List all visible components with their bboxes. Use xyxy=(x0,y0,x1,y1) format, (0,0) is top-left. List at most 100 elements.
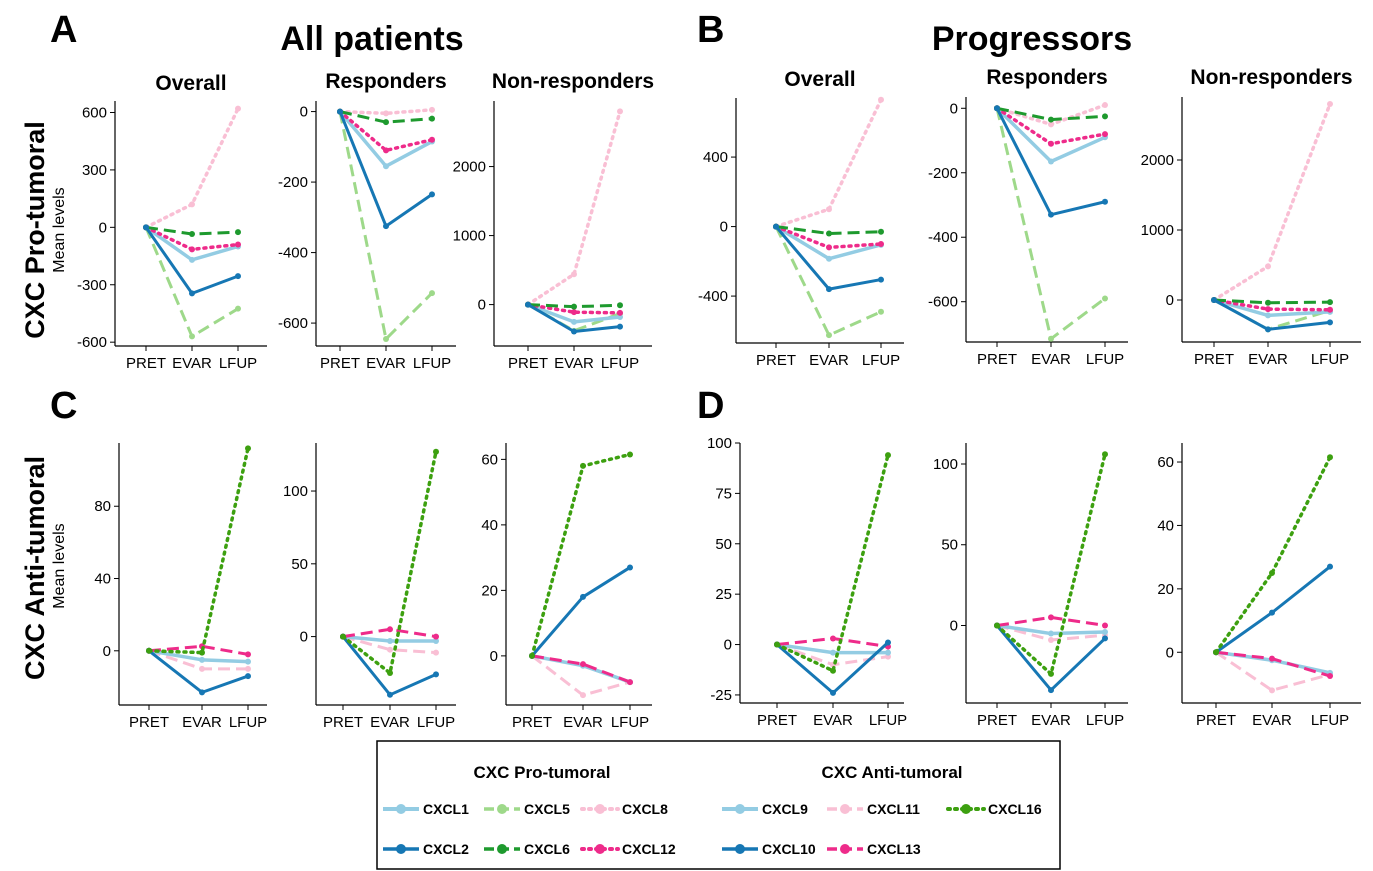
chart-panel-A-responders: Responders -600 -400 -200 0 PRET EVAR LFUP xyxy=(278,70,456,372)
data-point-cxcl2-lfup xyxy=(878,276,884,283)
data-point-cxcl12-lfup xyxy=(617,309,623,316)
data-point-cxcl1-evar xyxy=(826,255,832,262)
y-tick-label: 0 xyxy=(300,104,308,121)
data-point-cxcl2-lfup xyxy=(1327,319,1333,326)
series-line-cxcl16 xyxy=(147,446,250,655)
y-tick-label: 0 xyxy=(490,648,498,665)
data-point-cxcl12-lfup xyxy=(878,240,884,247)
data-point-cxcl13-evar xyxy=(580,661,586,668)
data-point-cxcl5-lfup xyxy=(429,290,435,297)
row-label-anti-tumoral: CXC Anti-tumoral xyxy=(20,456,50,680)
data-point-cxcl2-evar xyxy=(383,223,389,230)
series-line-cxcl16 xyxy=(1214,455,1332,655)
x-tick-label: PRET xyxy=(977,712,1017,729)
data-point-cxcl2-pret xyxy=(525,301,531,308)
legend-item-cxcl1: CXCL1 xyxy=(383,801,469,817)
x-tick-label: EVAR xyxy=(182,714,222,731)
y-tick-label: 20 xyxy=(1157,581,1174,598)
data-point-cxcl11-lfup xyxy=(245,665,251,672)
data-point-cxcl12-evar xyxy=(1265,306,1271,313)
data-point-cxcl1-evar xyxy=(1048,158,1054,165)
legend-item-cxcl6: CXCL6 xyxy=(484,841,570,857)
data-point-cxcl8-lfup xyxy=(1327,101,1333,107)
data-point-cxcl9-lfup xyxy=(245,658,251,665)
row-label-pro-tumoral: CXC Pro-tumoral xyxy=(20,121,50,339)
data-point-cxcl8-lfup xyxy=(1102,102,1108,109)
series-line-cxcl10 xyxy=(148,649,249,694)
x-tick-label: PRET xyxy=(129,714,169,731)
data-point-cxcl6-evar xyxy=(383,119,389,126)
legend-swatch-marker xyxy=(840,844,850,854)
group-title-progressors: Progressors xyxy=(932,20,1132,58)
x-tick-label: LFUP xyxy=(1311,351,1349,368)
data-point-cxcl2-evar xyxy=(1265,326,1271,333)
data-point-cxcl9-evar xyxy=(1048,630,1054,637)
legend-item-cxcl11: CXCL11 xyxy=(827,801,920,817)
data-point-cxcl16-lfup xyxy=(1102,451,1108,458)
legend-swatch-marker xyxy=(396,804,406,814)
y-tick-label: 100 xyxy=(707,435,732,452)
x-tick-label: LFUP xyxy=(229,714,267,731)
y-tick-label: -25 xyxy=(710,687,732,704)
data-point-cxcl13-evar xyxy=(1269,655,1275,662)
data-point-cxcl6-evar xyxy=(826,230,832,237)
y-tick-label: 0 xyxy=(724,637,732,654)
data-point-cxcl11-evar xyxy=(199,665,205,672)
data-point-cxcl5-lfup xyxy=(235,305,241,312)
data-point-cxcl12-lfup xyxy=(429,136,435,143)
data-point-cxcl16-evar xyxy=(387,669,393,676)
chart-panel-C-responders: 0 50 100 PRET EVAR LFUP xyxy=(283,443,456,731)
y-tick-label: 0 xyxy=(103,643,111,660)
data-point-cxcl16-pret xyxy=(340,633,346,640)
data-point-cxcl16-pret xyxy=(774,641,780,648)
x-tick-label: PRET xyxy=(756,352,796,369)
y-tick-label: 0 xyxy=(1166,292,1174,309)
chart-title: Non-responders xyxy=(492,70,654,93)
data-point-cxcl8-lfup xyxy=(617,108,623,115)
y-tick-label: 50 xyxy=(291,556,308,573)
legend-item-cxcl10: CXCL10 xyxy=(722,841,816,857)
y-tick-label: 400 xyxy=(703,149,728,166)
chart-title: Responders xyxy=(986,66,1107,89)
y-tick-label: 0 xyxy=(950,100,958,117)
data-point-cxcl16-pret xyxy=(529,652,535,659)
x-tick-label: EVAR xyxy=(813,712,853,729)
legend-label: CXCL2 xyxy=(423,841,469,857)
data-point-cxcl13-lfup xyxy=(627,679,633,686)
x-tick-label: PRET xyxy=(126,355,166,372)
data-point-cxcl10-evar xyxy=(1048,687,1054,694)
series-line-cxcl8 xyxy=(1212,102,1332,302)
data-point-cxcl16-pret xyxy=(994,622,1000,629)
legend-label: CXCL1 xyxy=(423,801,469,817)
series-line-cxcl12 xyxy=(338,109,434,153)
panel-letter-a: A xyxy=(50,9,77,51)
legend-label: CXCL16 xyxy=(988,801,1042,817)
data-point-cxcl16-lfup xyxy=(1327,454,1333,461)
y-tick-label: 100 xyxy=(283,483,308,500)
y-tick-label: -600 xyxy=(77,334,107,351)
data-point-cxcl10-evar xyxy=(199,689,205,696)
chart-panel-D-overall: -25 0 25 50 75 100 PRET EVAR LFUP xyxy=(707,435,907,729)
data-point-cxcl10-evar xyxy=(580,593,586,600)
x-tick-label: EVAR xyxy=(563,714,603,731)
x-tick-label: PRET xyxy=(757,712,797,729)
y-tick-label: -200 xyxy=(278,174,308,191)
data-point-cxcl8-evar xyxy=(826,206,832,213)
y-tick-label: 25 xyxy=(715,586,732,603)
panel-letter-b: B xyxy=(697,9,724,51)
data-point-cxcl10-lfup xyxy=(627,564,633,571)
data-point-cxcl16-evar xyxy=(1048,670,1054,677)
data-point-cxcl8-evar xyxy=(189,201,195,208)
data-point-cxcl6-evar xyxy=(189,231,195,238)
panel-letter-d: D xyxy=(697,385,724,427)
x-tick-label: LFUP xyxy=(869,712,907,729)
legend-swatch-marker xyxy=(840,804,850,814)
x-tick-label: PRET xyxy=(320,355,360,372)
y-axis-label-bottom: Mean levels xyxy=(51,523,68,608)
data-point-cxcl12-lfup xyxy=(235,241,241,248)
data-point-cxcl10-lfup xyxy=(245,673,251,680)
legend-label: CXCL6 xyxy=(524,841,570,857)
y-tick-label: 40 xyxy=(481,517,498,534)
y-tick-label: 0 xyxy=(950,617,958,634)
